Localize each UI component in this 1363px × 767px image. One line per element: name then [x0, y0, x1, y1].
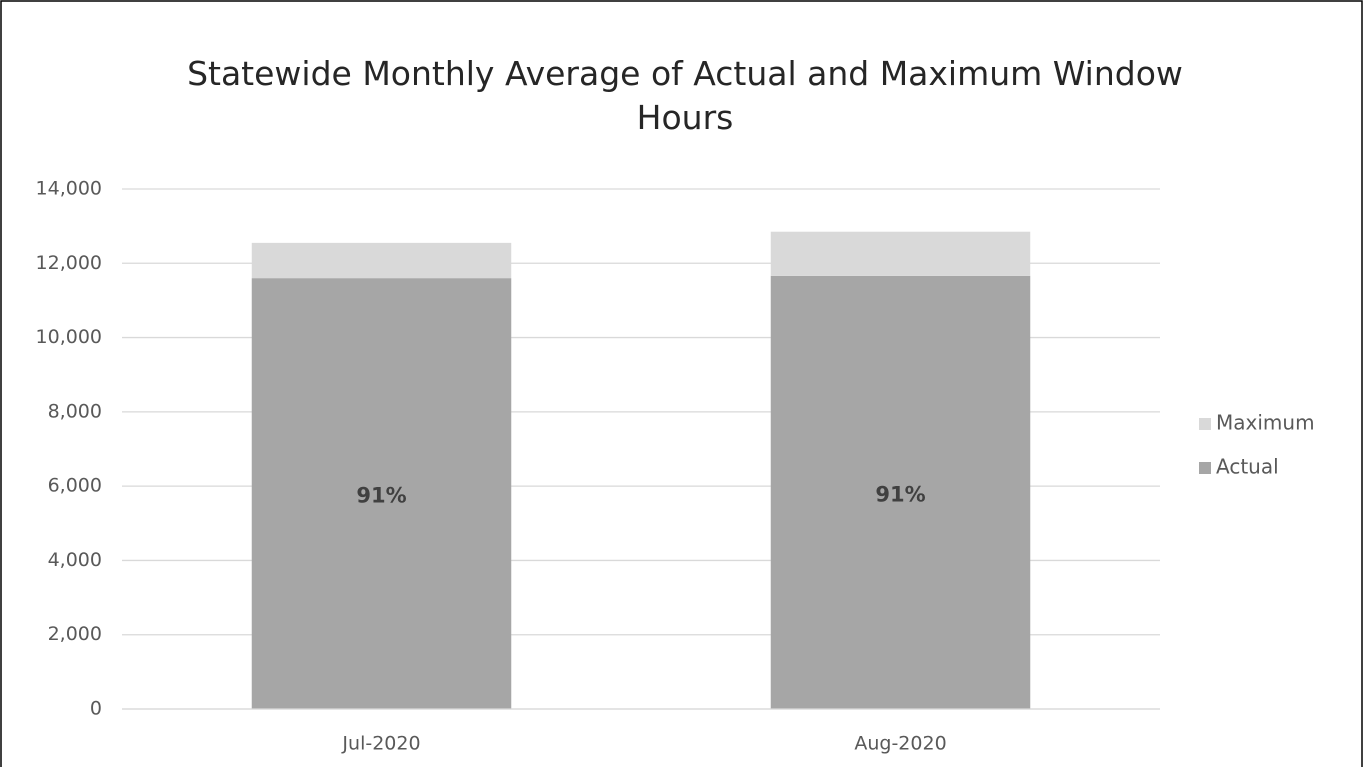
- bar-segment: [770, 275, 1031, 709]
- x-tick-label: Jul-2020: [341, 733, 420, 755]
- y-tick-label: 14,000: [36, 178, 102, 200]
- data-label: 91%: [356, 484, 406, 508]
- bar-segment: [251, 242, 512, 279]
- legend-label: Actual: [1216, 455, 1279, 479]
- legend-swatch: [1199, 418, 1211, 430]
- legend-swatch: [1199, 462, 1211, 474]
- bar-segment: [251, 278, 512, 709]
- bar-segment: [770, 231, 1031, 276]
- y-tick-label: 8,000: [48, 400, 102, 422]
- x-tick-label: Aug-2020: [854, 733, 946, 755]
- y-tick-label: 2,000: [48, 623, 102, 645]
- chart-title: Statewide Monthly Average of Actual and …: [187, 54, 1183, 137]
- y-tick-label: 0: [90, 698, 102, 720]
- legend-label: Maximum: [1216, 411, 1315, 435]
- y-tick-label: 12,000: [36, 252, 102, 274]
- y-tick-label: 6,000: [48, 475, 102, 497]
- y-tick-label: 10,000: [36, 326, 102, 348]
- y-tick-label: 4,000: [48, 549, 102, 571]
- data-label: 91%: [875, 482, 925, 506]
